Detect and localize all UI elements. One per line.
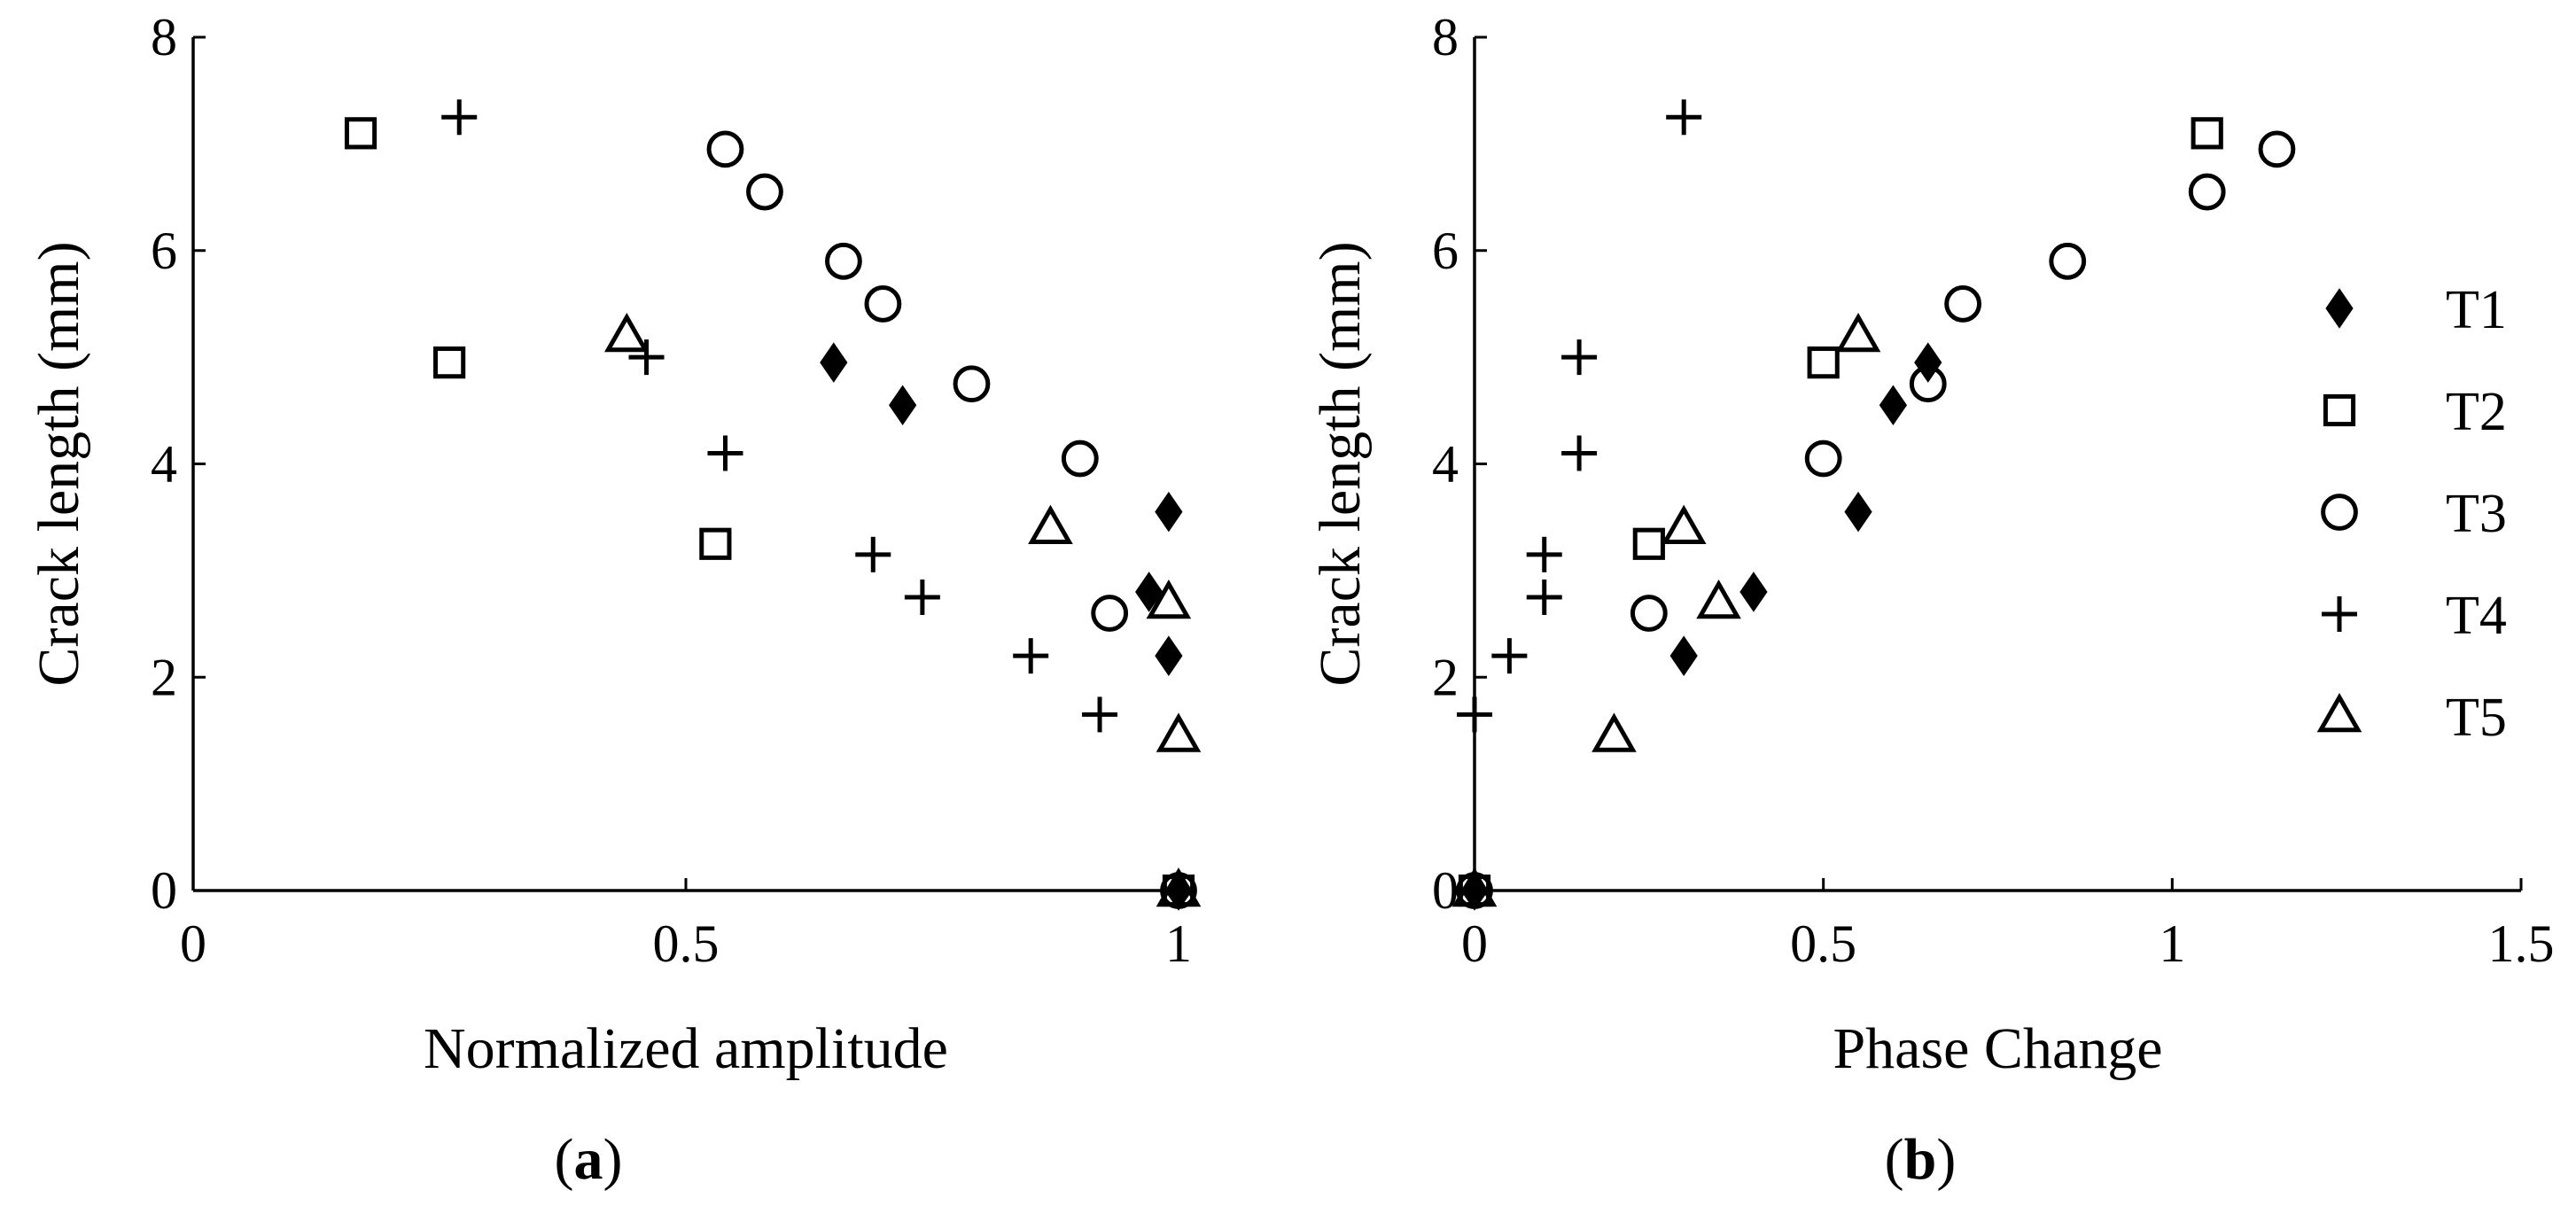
data-point-t5 bbox=[1156, 867, 1202, 907]
data-point-t1 bbox=[889, 385, 917, 426]
legend-item-t4: T4 bbox=[2322, 586, 2507, 646]
x-axis-label: Phase Change bbox=[1833, 1016, 2162, 1081]
data-point-t3 bbox=[953, 365, 991, 403]
x-tick-label: 0 bbox=[1461, 914, 1488, 973]
data-point-t3 bbox=[2049, 242, 2087, 280]
data-point-t3 bbox=[864, 285, 902, 323]
data-point-t2 bbox=[433, 346, 466, 379]
data-point-t5 bbox=[1696, 579, 1741, 619]
data-point-t4 bbox=[628, 339, 665, 376]
legend-item-t3: T3 bbox=[2321, 484, 2507, 544]
data-point-t4 bbox=[1526, 579, 1562, 615]
legend-label: T4 bbox=[2446, 586, 2507, 646]
legend-marker-t1 bbox=[2325, 288, 2354, 329]
panel-b-scatter-plot: 0 0.5 1 1.5 0 2 4 6 8 Phase Change Crack length (m… bbox=[1308, 8, 2555, 1081]
data-point-t3 bbox=[1944, 285, 1982, 323]
data-point-t3 bbox=[1804, 440, 1842, 478]
panel-a-scatter-plot: 0 0.5 1 0 2 4 6 8 Normalized amplitude Crack leng… bbox=[27, 8, 1202, 1081]
data-point-t5 bbox=[1592, 712, 1637, 752]
legend-label: T2 bbox=[2446, 382, 2507, 442]
legend-item-t1: T1 bbox=[2325, 280, 2507, 340]
data-point-t3 bbox=[2188, 173, 2226, 211]
data-point-t4 bbox=[1457, 696, 1492, 733]
data-point-t4 bbox=[1561, 435, 1598, 471]
data-point-t1 bbox=[1669, 635, 1698, 676]
y-tick-label: 0 bbox=[151, 861, 177, 920]
x-tick-label: 1 bbox=[2159, 914, 2185, 973]
legend-label: T1 bbox=[2446, 280, 2507, 340]
data-point-t3 bbox=[1630, 595, 1668, 632]
y-tick-label: 2 bbox=[1432, 648, 1459, 706]
legend-marker-t5 bbox=[2316, 692, 2362, 733]
legend-item-t5: T5 bbox=[2316, 688, 2507, 748]
data-point-t1 bbox=[1135, 572, 1163, 612]
data-point-t2 bbox=[2191, 117, 2223, 150]
legend-label: T5 bbox=[2446, 688, 2507, 748]
x-tick-label: 1 bbox=[1165, 914, 1192, 973]
data-point-t5 bbox=[1661, 504, 1707, 544]
data-point-t3 bbox=[825, 242, 862, 280]
y-tick-label: 2 bbox=[151, 648, 177, 706]
data-point-t1 bbox=[1879, 385, 1908, 426]
data-point-t4 bbox=[1491, 638, 1528, 674]
data-point-t1 bbox=[1739, 572, 1768, 612]
data-point-t1 bbox=[1844, 491, 1872, 533]
x-tick-label: 1.5 bbox=[2488, 914, 2555, 973]
data-point-t3 bbox=[1909, 365, 1947, 403]
data-point-t4 bbox=[855, 536, 891, 572]
data-point-t5 bbox=[1451, 867, 1498, 907]
data-point-t2 bbox=[699, 527, 732, 560]
caption-a: (a) bbox=[555, 1127, 623, 1192]
y-axis-label: Crack length (mm) bbox=[1308, 241, 1373, 686]
caption-b: (b) bbox=[1885, 1127, 1957, 1192]
data-point-t1 bbox=[1914, 342, 1942, 383]
x-tick-label: 0.5 bbox=[653, 914, 720, 973]
data-point-t4 bbox=[1666, 99, 1702, 136]
y-tick-label: 6 bbox=[1432, 222, 1459, 280]
data-point-t4 bbox=[1013, 638, 1049, 674]
data-point-t3 bbox=[1091, 595, 1129, 632]
data-point-t1 bbox=[1155, 491, 1183, 533]
data-point-t3 bbox=[746, 173, 783, 211]
y-tick-label: 6 bbox=[151, 222, 177, 280]
legend-marker-t4 bbox=[2322, 596, 2357, 632]
y-tick-label: 8 bbox=[151, 8, 177, 66]
data-point-t4 bbox=[1082, 696, 1118, 733]
legend-label: T3 bbox=[2446, 484, 2507, 544]
data-point-t5 bbox=[1028, 504, 1073, 544]
data-point-t5 bbox=[603, 313, 650, 353]
data-point-t4 bbox=[441, 99, 478, 136]
legend: T1 T2 T3 T4 T5 bbox=[2316, 280, 2507, 748]
data-point-t2 bbox=[1632, 527, 1665, 560]
data-point-t4 bbox=[1561, 339, 1598, 376]
data-point-t1 bbox=[1155, 635, 1183, 676]
x-tick-label: 0.5 bbox=[1790, 914, 1856, 973]
data-point-t4 bbox=[1526, 536, 1562, 572]
x-tick-label: 0 bbox=[180, 914, 206, 973]
data-point-t3 bbox=[706, 130, 744, 168]
legend-marker-t2 bbox=[2323, 393, 2356, 427]
data-point-t2 bbox=[1807, 346, 1840, 379]
legend-item-t2: T2 bbox=[2323, 382, 2507, 442]
data-point-t3 bbox=[2258, 130, 2296, 168]
y-tick-label: 4 bbox=[1432, 435, 1459, 494]
x-axis-label: Normalized amplitude bbox=[424, 1016, 948, 1081]
y-axis-label: Crack length (mm) bbox=[27, 241, 91, 686]
y-tick-label: 4 bbox=[151, 435, 177, 494]
data-point-t5 bbox=[1835, 313, 1881, 353]
data-point-t3 bbox=[1061, 440, 1099, 478]
data-point-t5 bbox=[1156, 712, 1202, 752]
legend-marker-t3 bbox=[2321, 494, 2358, 531]
data-point-t2 bbox=[344, 117, 377, 150]
data-point-t4 bbox=[904, 579, 940, 615]
data-point-t1 bbox=[820, 342, 848, 383]
data-point-t5 bbox=[1146, 579, 1192, 619]
y-tick-label: 8 bbox=[1432, 8, 1459, 66]
y-tick-label: 0 bbox=[1432, 861, 1459, 920]
data-point-t4 bbox=[707, 435, 743, 471]
